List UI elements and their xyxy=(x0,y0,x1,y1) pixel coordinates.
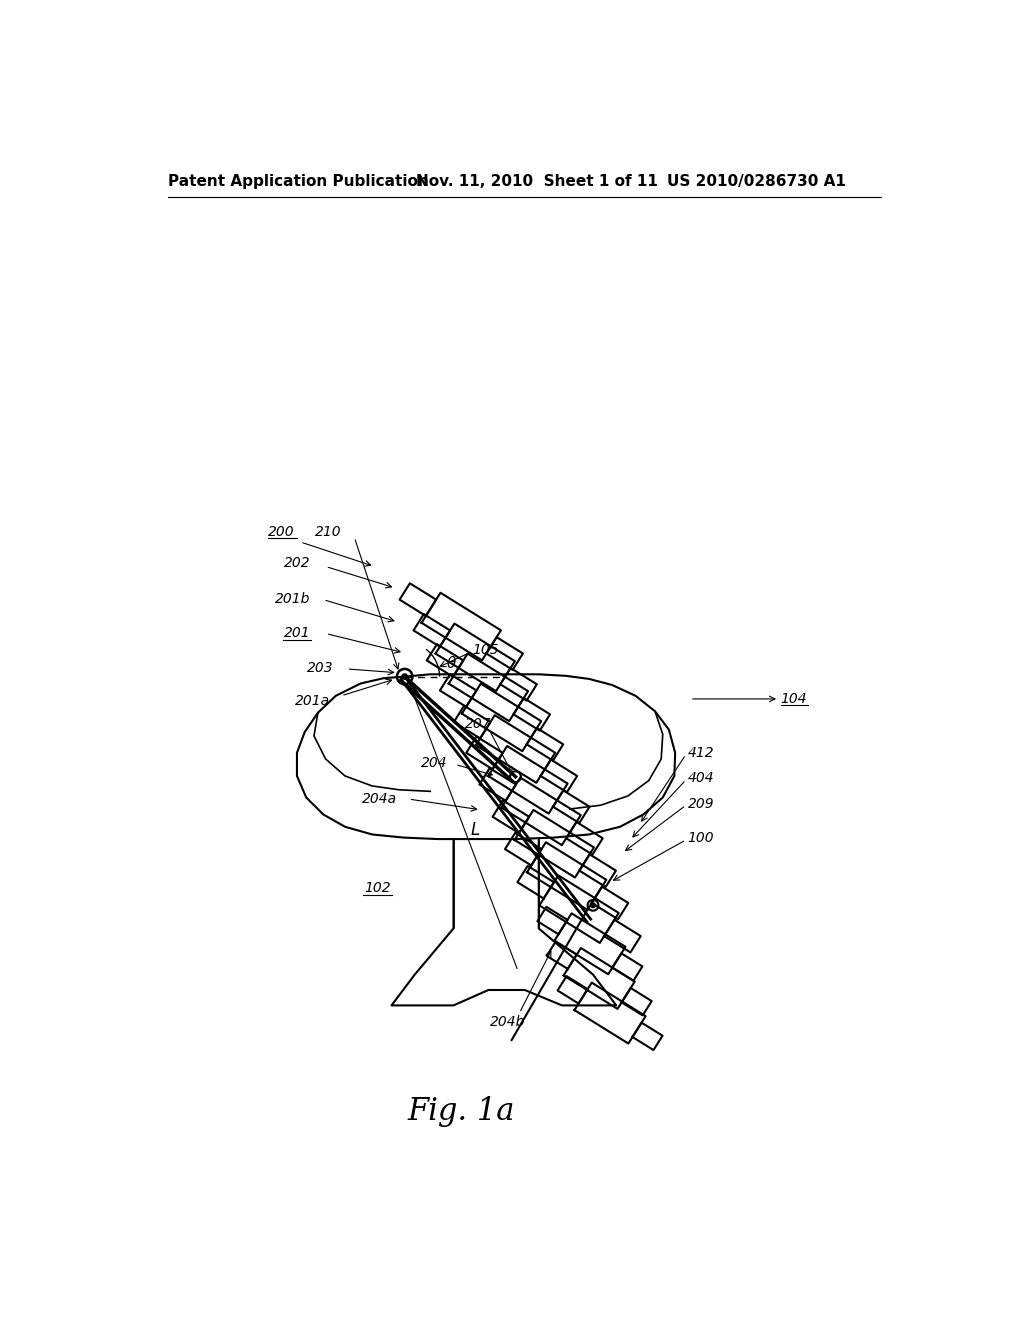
Text: 102: 102 xyxy=(365,882,391,895)
Text: 209: 209 xyxy=(687,797,714,810)
Text: Fig. 1a: Fig. 1a xyxy=(408,1096,515,1127)
Circle shape xyxy=(402,675,408,680)
Text: 207: 207 xyxy=(465,717,492,731)
Text: 204b: 204b xyxy=(490,1015,525,1030)
Text: US 2010/0286730 A1: US 2010/0286730 A1 xyxy=(667,174,846,189)
Circle shape xyxy=(591,903,595,908)
Text: 210: 210 xyxy=(314,525,341,539)
Text: 204: 204 xyxy=(421,756,447,770)
Text: 412: 412 xyxy=(687,746,714,760)
Text: 105: 105 xyxy=(473,643,500,656)
Text: 204a: 204a xyxy=(362,792,397,807)
Text: 100: 100 xyxy=(687,830,714,845)
Text: L: L xyxy=(471,821,480,838)
Text: 404: 404 xyxy=(687,771,714,785)
Text: 200: 200 xyxy=(268,525,295,539)
Text: Nov. 11, 2010  Sheet 1 of 11: Nov. 11, 2010 Sheet 1 of 11 xyxy=(417,174,658,189)
Text: 104: 104 xyxy=(780,692,807,706)
Text: $\theta$: $\theta$ xyxy=(446,655,458,671)
Text: 202: 202 xyxy=(284,556,310,570)
Text: 203: 203 xyxy=(307,661,334,675)
Text: Patent Application Publication: Patent Application Publication xyxy=(168,174,429,189)
Text: 201a: 201a xyxy=(295,694,330,709)
Text: 201b: 201b xyxy=(274,591,310,606)
Text: 201: 201 xyxy=(284,627,310,640)
